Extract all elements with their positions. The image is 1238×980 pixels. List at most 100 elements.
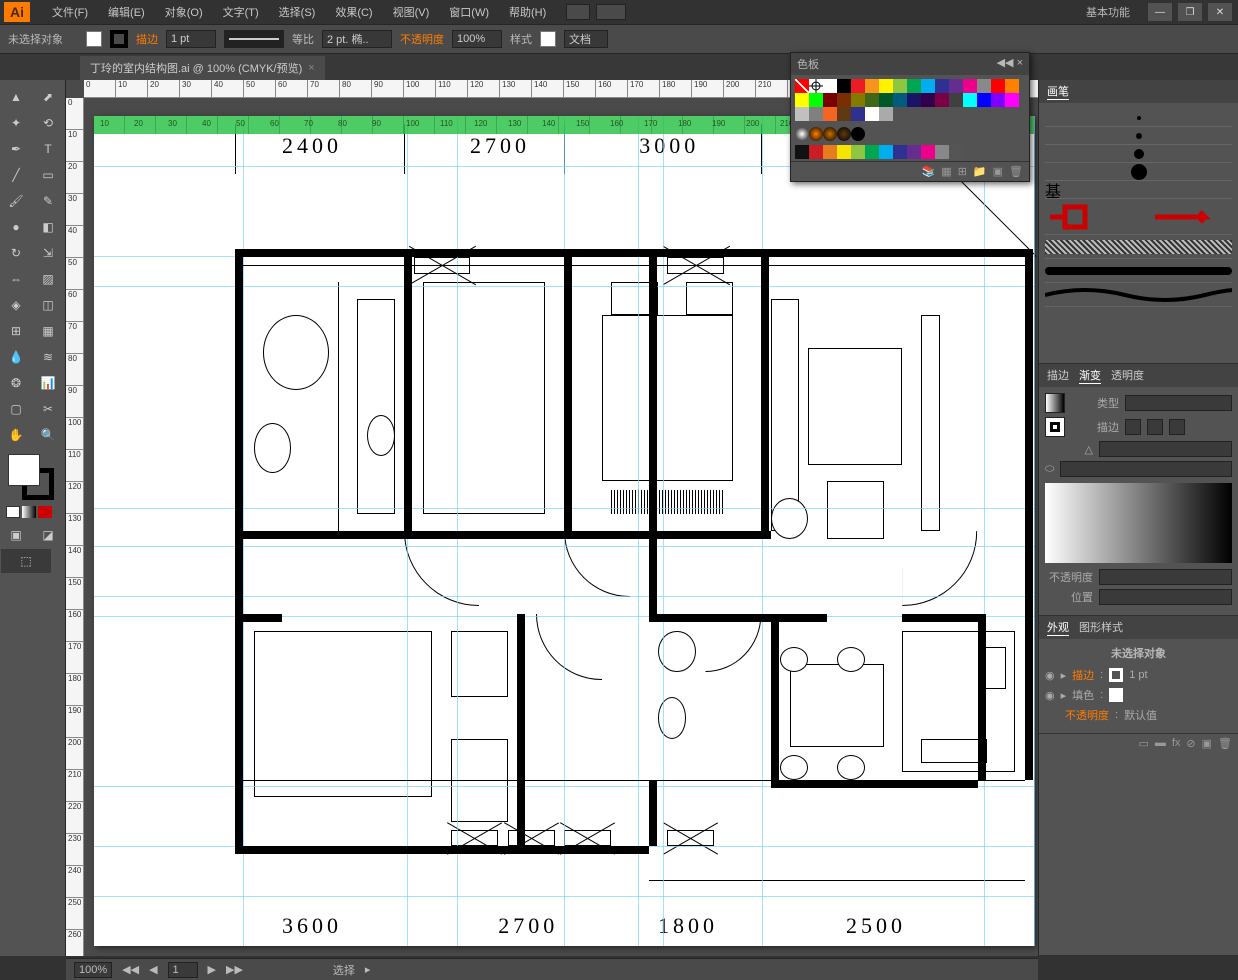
symbol-tool[interactable]: ❂ <box>1 371 31 395</box>
add-effect-icon[interactable]: fx <box>1172 737 1181 750</box>
color-swatch[interactable] <box>977 79 991 93</box>
process-swatch[interactable] <box>823 145 837 159</box>
new-swatch-icon[interactable]: ▣ <box>993 165 1003 178</box>
menu-file[interactable]: 文件(F) <box>42 0 98 24</box>
color-mode[interactable] <box>6 506 20 518</box>
stroke-align-1[interactable] <box>1125 419 1141 435</box>
color-swatch[interactable] <box>837 79 851 93</box>
color-swatch[interactable] <box>879 93 893 107</box>
process-swatch[interactable] <box>851 145 865 159</box>
color-swatch[interactable] <box>963 93 977 107</box>
brush-sample[interactable] <box>1045 127 1232 145</box>
artboard-nav-next-icon[interactable]: ▶▶ <box>226 963 243 976</box>
gradient-swatch[interactable] <box>1045 393 1065 413</box>
color-swatch[interactable] <box>823 79 837 93</box>
color-swatch[interactable] <box>1005 79 1019 93</box>
brush-field[interactable]: 2 pt. 椭.. <box>322 30 392 48</box>
minimize-button[interactable]: — <box>1148 3 1172 21</box>
process-swatch[interactable] <box>879 145 893 159</box>
swatch-kind-icon[interactable]: ▦ <box>941 165 951 178</box>
color-swatch[interactable] <box>935 93 949 107</box>
stroke-align-3[interactable] <box>1169 419 1185 435</box>
brush-wavy[interactable] <box>1045 283 1232 307</box>
color-swatch[interactable] <box>865 107 879 121</box>
appearance-fill[interactable]: 填色 <box>1072 687 1094 703</box>
graph-tool[interactable]: 📊 <box>33 371 63 395</box>
stroke-align-2[interactable] <box>1147 419 1163 435</box>
brush-thick[interactable] <box>1045 259 1232 283</box>
artboard-nav-prev-icon[interactable]: ◀ <box>149 963 157 976</box>
angle-field[interactable] <box>1099 441 1232 457</box>
artboard-number[interactable]: 1 <box>168 962 198 978</box>
artboard-nav-next-icon[interactable]: ▶ <box>208 963 216 976</box>
appearance-stroke[interactable]: 描边 <box>1072 667 1094 683</box>
color-swatch[interactable] <box>879 107 893 121</box>
color-swatch[interactable] <box>935 79 949 93</box>
appearance-opacity[interactable]: 不透明度 <box>1065 707 1109 723</box>
gradient-swatch[interactable] <box>795 127 809 141</box>
canvas[interactable]: 0102030405060708090100110120130140150160… <box>66 80 1038 956</box>
swatch-libraries-icon[interactable]: 📚 <box>922 165 936 178</box>
color-swatch[interactable] <box>851 79 865 93</box>
add-stroke-icon[interactable]: ▭ <box>1138 737 1148 750</box>
color-swatch[interactable] <box>907 79 921 93</box>
none-mode[interactable] <box>38 506 52 518</box>
visibility-icon[interactable]: ◉ <box>1045 689 1055 702</box>
close-tab-icon[interactable]: × <box>308 62 314 74</box>
brush-pattern[interactable] <box>1045 235 1232 259</box>
brush-sample[interactable] <box>1045 145 1232 163</box>
color-swatch[interactable] <box>795 107 809 121</box>
brush-border[interactable] <box>1045 199 1232 235</box>
swatch-options-icon[interactable]: ⊞ <box>958 165 967 178</box>
zoom-tool[interactable]: 🔍 <box>33 423 63 447</box>
gradient-type-field[interactable] <box>1125 395 1232 411</box>
gradient-tab[interactable]: 渐变 <box>1079 367 1101 384</box>
menu-window[interactable]: 窗口(W) <box>439 0 499 24</box>
bridge-button[interactable] <box>566 4 590 20</box>
gradient-tool[interactable]: ▦ <box>33 319 63 343</box>
menu-help[interactable]: 帮助(H) <box>499 0 556 24</box>
color-swatch[interactable] <box>837 107 851 121</box>
appearance-tab[interactable]: 外观 <box>1047 619 1069 636</box>
menu-effect[interactable]: 效果(C) <box>325 0 382 24</box>
shape-builder-tool[interactable]: ◈ <box>1 293 31 317</box>
add-fill-icon[interactable]: ▬ <box>1155 737 1166 750</box>
color-swatch[interactable] <box>921 93 935 107</box>
artboard-tool[interactable]: ▢ <box>1 397 31 421</box>
maximize-button[interactable]: ❐ <box>1178 3 1202 21</box>
line-tool[interactable]: ╱ <box>1 163 31 187</box>
color-swatch[interactable] <box>865 79 879 93</box>
fill-swatch[interactable] <box>86 31 102 47</box>
opacity-field[interactable]: 100% <box>452 30 502 48</box>
graphic-styles-tab[interactable]: 图形样式 <box>1079 619 1123 636</box>
panel-close-icon[interactable]: ◀◀ × <box>997 56 1023 72</box>
menu-object[interactable]: 对象(O) <box>155 0 213 24</box>
blend-tool[interactable]: ≋ <box>33 345 63 369</box>
transparency-tab[interactable]: 透明度 <box>1111 367 1144 384</box>
menu-select[interactable]: 选择(S) <box>269 0 326 24</box>
color-swatch[interactable] <box>851 107 865 121</box>
color-swatch[interactable] <box>851 93 865 107</box>
process-swatch[interactable] <box>893 145 907 159</box>
color-swatch[interactable] <box>795 93 809 107</box>
color-swatch[interactable] <box>893 79 907 93</box>
color-swatch[interactable] <box>949 79 963 93</box>
color-swatch[interactable] <box>949 93 963 107</box>
duplicate-icon[interactable]: ▣ <box>1202 737 1212 750</box>
menu-view[interactable]: 视图(V) <box>383 0 440 24</box>
color-swatch[interactable] <box>1005 93 1019 107</box>
rectangle-tool[interactable]: ▭ <box>33 163 63 187</box>
color-swatch[interactable] <box>837 93 851 107</box>
paintbrush-tool[interactable]: 🖌 <box>1 189 31 213</box>
pen-tool[interactable]: ✒ <box>1 137 31 161</box>
blob-brush-tool[interactable]: ● <box>1 215 31 239</box>
menu-type[interactable]: 文字(T) <box>213 0 269 24</box>
process-swatch[interactable] <box>935 145 949 159</box>
color-swatch[interactable] <box>963 79 977 93</box>
magic-wand-tool[interactable]: ✦ <box>1 111 31 135</box>
hand-tool[interactable]: ✋ <box>1 423 31 447</box>
artboard-nav-prev-icon[interactable]: ◀◀ <box>122 963 139 976</box>
color-swatch[interactable] <box>865 93 879 107</box>
process-swatch[interactable] <box>949 145 963 159</box>
fill-color-swatch[interactable] <box>1109 688 1123 702</box>
